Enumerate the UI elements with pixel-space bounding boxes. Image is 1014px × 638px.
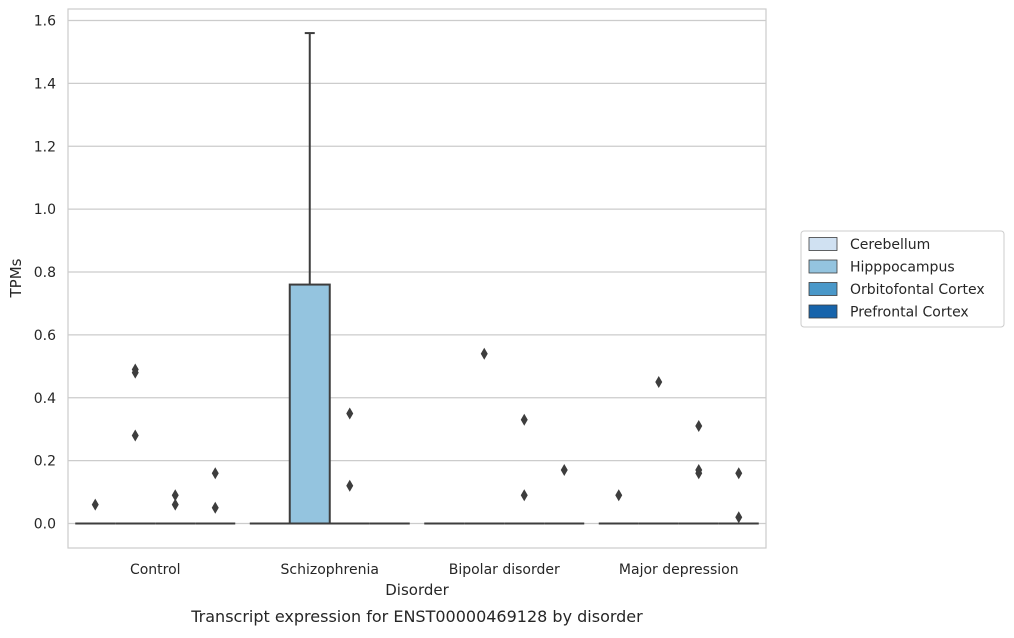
- y-tick-label: 1.0: [34, 202, 56, 218]
- outlier-point: [131, 363, 139, 376]
- outlier-point: [480, 347, 488, 360]
- x-tick-label: Control: [130, 562, 181, 578]
- legend-label: Prefrontal Cortex: [850, 305, 969, 321]
- legend: Cerebellum Hipppocampus Orbitofontal Corte…: [800, 230, 1005, 328]
- y-tick-label: 0.6: [34, 328, 56, 344]
- outlier-point: [211, 467, 219, 480]
- outlier-point: [211, 501, 219, 514]
- legend-swatch: [808, 282, 838, 296]
- outlier-point: [131, 429, 139, 442]
- y-tick-label: 1.2: [34, 139, 56, 155]
- y-tick-label: 1.6: [34, 14, 56, 30]
- outlier-point: [735, 467, 743, 480]
- outlier-point: [615, 489, 623, 502]
- outlier-point: [346, 479, 354, 492]
- x-tick-labels: Control Schizophrenia Bipolar disorder Majo…: [130, 562, 739, 578]
- y-tick-labels: 0.0 0.2 0.4 0.6 0.8 1.0 1.2 1.4 1.6: [34, 14, 56, 533]
- x-tick-label: Major depression: [619, 562, 739, 578]
- outlier-point: [655, 376, 663, 389]
- outlier-point: [735, 511, 743, 524]
- x-axis-title: Disorder: [385, 581, 449, 599]
- legend-swatch: [808, 237, 838, 251]
- outlier-point: [171, 498, 179, 511]
- outlier-points: [91, 347, 743, 524]
- figure-caption: Transcript expression for ENST0000046912…: [190, 607, 643, 626]
- legend-swatch: [808, 259, 838, 274]
- outlier-point: [520, 413, 528, 426]
- y-tick-label: 0.4: [34, 391, 56, 407]
- outlier-point: [346, 407, 354, 420]
- outlier-point: [695, 420, 703, 433]
- gridlines: [68, 19, 766, 525]
- y-axis-title: TPMs: [7, 258, 25, 298]
- y-tick-label: 0.8: [34, 265, 56, 281]
- legend-label: Orbitofontal Cortex: [850, 282, 985, 298]
- legend-label: Cerebellum: [850, 237, 930, 253]
- outlier-point: [171, 489, 179, 502]
- y-tick-label: 0.0: [34, 517, 56, 533]
- legend-label: Hipppocampus: [850, 260, 955, 276]
- y-tick-label: 0.2: [34, 454, 56, 470]
- plot-area-frame: [67, 8, 767, 549]
- outlier-point: [695, 467, 703, 480]
- outlier-point: [560, 464, 568, 477]
- x-tick-label: Bipolar disorder: [449, 562, 560, 578]
- outlier-point: [520, 489, 528, 502]
- x-tick-label: Schizophrenia: [281, 562, 379, 578]
- legend-frame: [800, 230, 1005, 328]
- legend-swatch: [808, 304, 838, 319]
- y-tick-label: 1.4: [34, 76, 56, 92]
- outlier-point: [91, 498, 99, 511]
- boxes: [75, 32, 759, 525]
- box-hipppocampus: [288, 283, 331, 525]
